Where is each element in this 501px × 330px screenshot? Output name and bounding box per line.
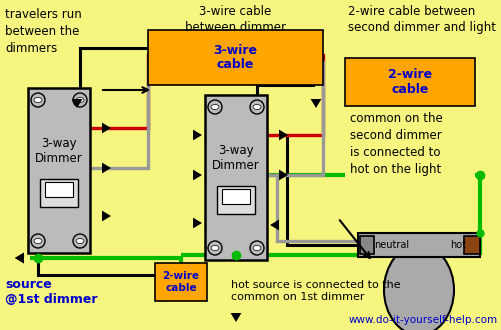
FancyBboxPatch shape (45, 182, 73, 197)
Text: 3-way
Dimmer: 3-way Dimmer (212, 144, 260, 172)
Circle shape (73, 234, 87, 248)
Polygon shape (72, 99, 82, 108)
FancyBboxPatch shape (148, 30, 322, 85)
Text: 2-wire
cable: 2-wire cable (387, 68, 431, 96)
Text: common on the
second dimmer
is connected to
hot on the light: common on the second dimmer is connected… (349, 112, 442, 176)
FancyBboxPatch shape (463, 236, 479, 254)
FancyBboxPatch shape (344, 58, 474, 106)
Ellipse shape (253, 246, 261, 250)
Polygon shape (102, 163, 111, 173)
Text: 2-wire cable between
second dimmer and light: 2-wire cable between second dimmer and l… (347, 5, 495, 34)
Text: source
@1st dimmer: source @1st dimmer (5, 278, 97, 306)
Polygon shape (279, 170, 288, 181)
Ellipse shape (210, 246, 218, 250)
FancyBboxPatch shape (28, 88, 90, 253)
Polygon shape (102, 123, 111, 133)
Text: hot source is connected to the
common on 1st dimmer: hot source is connected to the common on… (230, 280, 400, 302)
Polygon shape (192, 130, 201, 140)
Circle shape (31, 93, 45, 107)
Polygon shape (270, 219, 279, 230)
Ellipse shape (210, 105, 218, 110)
FancyBboxPatch shape (155, 263, 206, 301)
Circle shape (207, 100, 221, 114)
Ellipse shape (34, 239, 42, 244)
FancyBboxPatch shape (204, 95, 267, 260)
Ellipse shape (34, 97, 42, 103)
Text: 3-wire cable
between dimmer: 3-wire cable between dimmer (185, 5, 286, 34)
Polygon shape (230, 313, 241, 322)
Ellipse shape (76, 239, 84, 244)
Polygon shape (192, 217, 201, 228)
Text: www.do-it-yourself-help.com: www.do-it-yourself-help.com (348, 315, 497, 325)
Circle shape (249, 100, 264, 114)
Polygon shape (192, 170, 201, 181)
Text: neutral: neutral (374, 240, 409, 250)
Text: travelers run
between the
dimmers: travelers run between the dimmers (5, 8, 82, 55)
Ellipse shape (76, 97, 84, 103)
Text: 3-way
Dimmer: 3-way Dimmer (35, 137, 83, 165)
Circle shape (31, 234, 45, 248)
Text: 3-wire
cable: 3-wire cable (213, 44, 257, 72)
Polygon shape (15, 252, 24, 263)
Text: hot: hot (449, 240, 465, 250)
FancyBboxPatch shape (357, 233, 479, 257)
Ellipse shape (253, 105, 261, 110)
FancyBboxPatch shape (221, 189, 249, 204)
Polygon shape (310, 99, 321, 108)
Ellipse shape (383, 245, 453, 330)
FancyBboxPatch shape (40, 179, 78, 207)
Circle shape (249, 241, 264, 255)
FancyBboxPatch shape (359, 236, 373, 254)
Circle shape (73, 93, 87, 107)
FancyBboxPatch shape (216, 186, 255, 214)
Circle shape (207, 241, 221, 255)
Polygon shape (102, 211, 111, 221)
Polygon shape (15, 252, 24, 263)
Text: 2-wire
cable: 2-wire cable (162, 271, 199, 293)
Polygon shape (279, 130, 288, 140)
